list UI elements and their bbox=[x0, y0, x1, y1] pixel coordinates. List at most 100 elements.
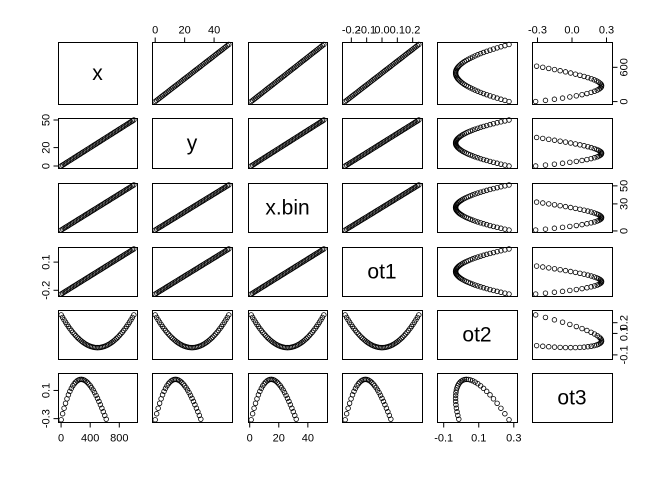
point-y-x.bin-7 bbox=[258, 156, 265, 163]
point-y-ot3-27 bbox=[557, 138, 563, 144]
point-y-x.bin-19 bbox=[276, 145, 282, 152]
point-y-ot3-6 bbox=[579, 157, 585, 164]
point-y-ot2-41 bbox=[475, 125, 481, 131]
point-y-x-50 bbox=[131, 117, 137, 123]
point-y-x.bin-39 bbox=[305, 127, 311, 133]
point-ot1-ot2-46 bbox=[490, 249, 497, 256]
point-y-x-3 bbox=[62, 160, 69, 166]
point-x-ot3-20 bbox=[588, 76, 594, 82]
tick-label-bottom-x.bin-2: 40 bbox=[302, 433, 314, 445]
panel-ot3-vs-ot3 bbox=[532, 373, 613, 423]
point-y-x-13 bbox=[77, 151, 83, 157]
point-y-ot2-32 bbox=[457, 133, 463, 140]
point-x.bin-ot3-3 bbox=[559, 224, 566, 231]
point-ot2-ot3-9 bbox=[591, 331, 598, 337]
point-x.bin-ot2-10 bbox=[472, 218, 478, 224]
point-x.bin-ot2-6 bbox=[483, 221, 490, 228]
point-y-x.bin-26 bbox=[286, 139, 292, 145]
point-x-ot3-4 bbox=[567, 94, 573, 100]
point-x.bin-ot3-24 bbox=[572, 205, 579, 212]
point-ot2-x-41 bbox=[118, 331, 124, 337]
point-y-ot2-29 bbox=[454, 136, 460, 143]
point-y-x.bin-48 bbox=[318, 119, 324, 125]
point-y-ot2-8 bbox=[477, 155, 484, 162]
point-ot3-y-1 bbox=[153, 411, 160, 417]
point-ot3-x.bin-17 bbox=[273, 378, 279, 384]
point-ot3-ot2-23 bbox=[453, 389, 459, 396]
point-ot3-x-3 bbox=[62, 400, 69, 406]
point-ot2-ot3-25 bbox=[567, 344, 574, 351]
point-y-x.bin-28 bbox=[289, 137, 295, 143]
point-ot2-y-10 bbox=[167, 332, 173, 339]
point-ot3-ot2-29 bbox=[454, 409, 460, 415]
point-y-x-35 bbox=[109, 131, 115, 137]
point-x.bin-ot2-8 bbox=[477, 220, 484, 226]
point-x.bin-ot3-4 bbox=[567, 223, 573, 230]
point-y-x-44 bbox=[122, 122, 128, 129]
point-ot3-x.bin-25 bbox=[284, 395, 291, 402]
point-ot1-ot2-10 bbox=[472, 282, 478, 288]
point-ot3-ot2-3 bbox=[494, 400, 500, 406]
point-ot2-y-37 bbox=[206, 337, 213, 343]
point-x-ot2-5 bbox=[487, 93, 493, 99]
point-y-ot2-1 bbox=[502, 162, 508, 168]
panel-ot3-vs-y bbox=[152, 373, 233, 423]
point-ot3-ot2-2 bbox=[498, 405, 504, 411]
point-ot2-x-8 bbox=[70, 329, 76, 336]
point-ot2-ot3-29 bbox=[546, 344, 552, 350]
point-ot2-x-50 bbox=[131, 312, 137, 318]
tick-label-top-ot1-2: 0.0 bbox=[374, 25, 389, 37]
point-x-ot3-27 bbox=[557, 68, 563, 74]
point-x-x.bin-49 bbox=[319, 42, 326, 49]
point-x-ot2-41 bbox=[475, 52, 481, 58]
point-y-x.bin-18 bbox=[274, 146, 281, 153]
point-y-ot2-7 bbox=[480, 156, 487, 163]
panel-x-vs-x.bin bbox=[248, 42, 328, 105]
tick-label-left-ot1-0: -0.2 bbox=[41, 281, 53, 300]
point-ot1-ot3-3 bbox=[559, 288, 566, 295]
point-y-x.bin-38 bbox=[303, 128, 310, 134]
point-ot1-ot2-5 bbox=[487, 286, 493, 293]
point-ot3-ot2-27 bbox=[453, 402, 459, 408]
point-y-x-25 bbox=[94, 140, 101, 146]
point-ot3-ot2-26 bbox=[452, 398, 459, 405]
point-ot3-x-26 bbox=[96, 398, 102, 405]
diagonal-label-ot1: ot1 bbox=[367, 261, 396, 284]
point-ot3-y-17 bbox=[177, 378, 183, 384]
tick-label-bottom-ot2-1: 0.1 bbox=[471, 433, 486, 445]
point-y-ot2-3 bbox=[494, 160, 500, 166]
point-ot3-x.bin-27 bbox=[287, 402, 294, 408]
point-y-x-15 bbox=[80, 149, 86, 155]
point-ot3-x-23 bbox=[91, 389, 98, 396]
point-ot1-ot3-0 bbox=[532, 291, 539, 297]
point-ot3-ot2-1 bbox=[502, 411, 508, 417]
tick-label-left-ot3-1: 0.1 bbox=[41, 383, 53, 398]
point-y-x.bin-15 bbox=[270, 149, 276, 155]
point-ot3-ot2-0 bbox=[506, 417, 512, 423]
point-y-ot2-10 bbox=[472, 154, 478, 160]
point-y-x.bin-14 bbox=[268, 150, 275, 156]
point-y-x-47 bbox=[126, 120, 133, 126]
panel-y-vs-ot2 bbox=[437, 118, 518, 169]
point-ot3-ot1-31 bbox=[388, 416, 394, 422]
point-ot3-y-0 bbox=[152, 417, 158, 423]
point-ot1-x-50 bbox=[131, 246, 137, 252]
point-ot3-ot1-23 bbox=[376, 389, 382, 396]
tick-label-right-x.bin-1: 30 bbox=[619, 198, 631, 210]
point-x.bin-ot3-2 bbox=[551, 225, 558, 231]
point-ot3-x.bin-5 bbox=[255, 392, 262, 398]
point-ot1-ot2-6 bbox=[483, 285, 490, 292]
point-ot3-ot1-25 bbox=[379, 395, 385, 402]
point-x.bin-ot2-47 bbox=[494, 184, 500, 191]
point-ot3-ot1-27 bbox=[382, 402, 388, 408]
point-ot3-x.bin-0 bbox=[248, 417, 254, 423]
point-y-x-49 bbox=[129, 118, 136, 124]
tick-label-top-ot1-0: -0.2 bbox=[342, 25, 361, 37]
point-ot3-x-28 bbox=[99, 405, 105, 411]
point-y-x.bin-29 bbox=[290, 136, 297, 143]
point-ot2-y-11 bbox=[168, 334, 175, 340]
point-ot3-ot2-30 bbox=[455, 412, 461, 419]
point-ot2-ot3-2 bbox=[551, 317, 558, 323]
point-x.bin-ot2-41 bbox=[475, 190, 481, 196]
point-y-x-38 bbox=[113, 128, 120, 134]
